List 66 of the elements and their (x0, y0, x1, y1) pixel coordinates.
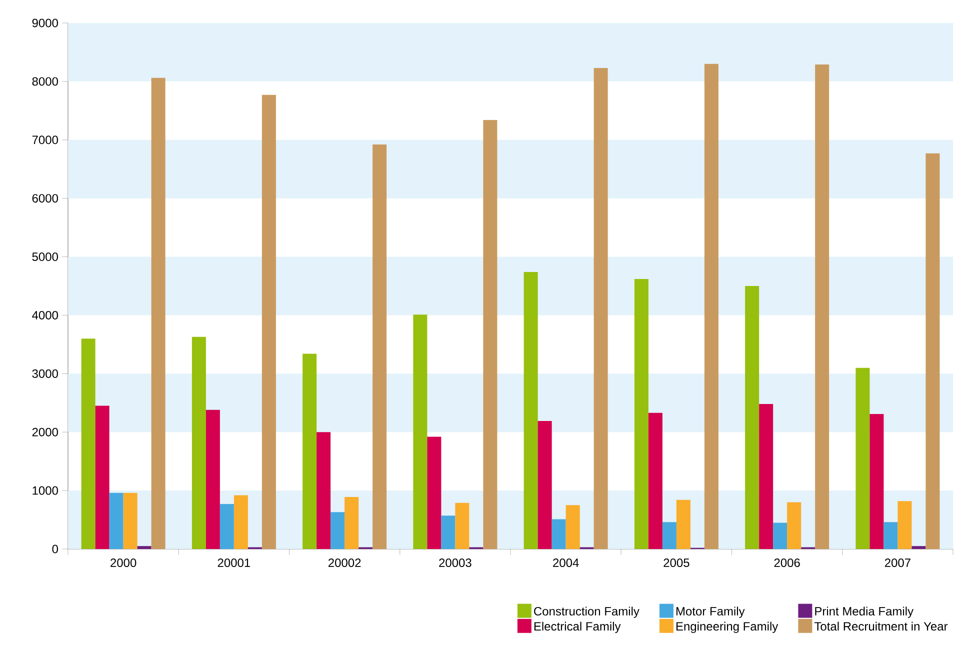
bar (648, 412, 662, 549)
x-tick-label: 2006 (774, 558, 800, 568)
bar (316, 432, 331, 549)
bar (372, 144, 387, 549)
bar (566, 505, 580, 549)
x-tick-label: 20002 (328, 558, 361, 568)
y-tick-label: 2000 (32, 428, 58, 436)
bar (151, 78, 166, 549)
x-tick-label: 2004 (553, 558, 579, 568)
y-tick-label: 8000 (32, 77, 58, 86)
legend-label: Construction Family (534, 606, 640, 618)
bar (81, 338, 96, 549)
bar (870, 414, 884, 549)
x-tick-label: 20001 (218, 558, 250, 568)
bar (704, 64, 718, 549)
bar (483, 120, 498, 549)
bar (427, 436, 442, 549)
bar (538, 421, 552, 549)
y-tick-label: 5000 (32, 252, 58, 262)
bar (676, 500, 690, 549)
legend-label: Print Media Family (815, 606, 914, 618)
bar (662, 522, 676, 549)
bar (330, 512, 345, 549)
bar (594, 68, 608, 549)
x-tick-label: 2005 (664, 558, 690, 568)
bar (884, 522, 898, 549)
bar (455, 502, 470, 549)
bar (745, 286, 760, 549)
bar (413, 314, 428, 549)
bar (912, 546, 926, 549)
y-tick-label: 6000 (32, 194, 58, 203)
bar (856, 368, 870, 549)
bar (344, 496, 359, 549)
bar (759, 404, 774, 549)
x-tick-label: 2000 (110, 558, 136, 568)
bar (206, 410, 220, 549)
y-tick-label: 0 (52, 544, 58, 554)
bar (441, 516, 456, 549)
bar (787, 502, 802, 549)
bar (815, 64, 830, 549)
bar (552, 519, 566, 549)
bar (123, 492, 138, 549)
y-tick-label: 4000 (32, 310, 58, 320)
bar (109, 492, 124, 549)
x-tick-label: 2007 (884, 558, 910, 568)
bar (898, 501, 912, 549)
legend-label: Total Recruitment in Year (814, 622, 948, 631)
bar (234, 495, 248, 549)
y-tick-label: 1000 (32, 486, 58, 495)
y-tick-label: 3000 (32, 369, 58, 378)
bar (926, 153, 940, 549)
legend-label: Electrical Family (534, 622, 621, 633)
y-tick-label: 7000 (32, 136, 58, 144)
bar (302, 354, 317, 549)
bar (634, 278, 648, 549)
bar (220, 504, 234, 549)
bar (95, 406, 110, 549)
y-tick-label: 9000 (32, 18, 58, 28)
bar (773, 522, 788, 549)
legend-label: Engineering Family (676, 622, 778, 633)
bar (192, 336, 206, 549)
legend-label: Motor Family (676, 606, 745, 618)
x-tick-label: 20003 (439, 558, 472, 568)
bar (524, 272, 538, 549)
bar (262, 94, 276, 549)
bar (137, 546, 152, 549)
